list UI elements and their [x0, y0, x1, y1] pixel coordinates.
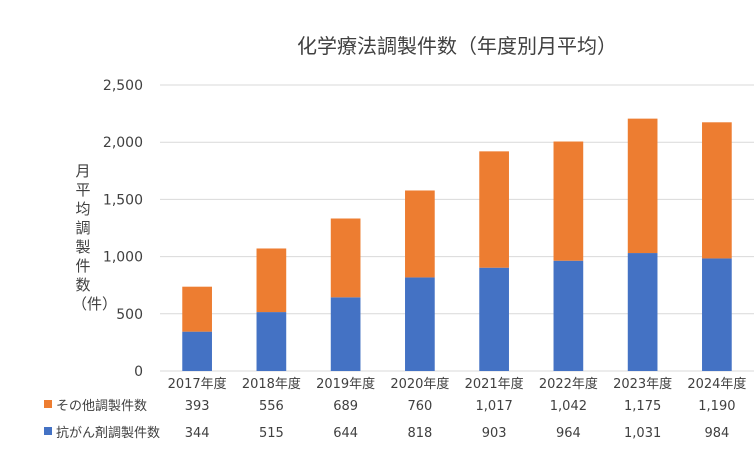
legend-label: その他調製件数 — [56, 399, 147, 414]
x-tick-label: 2024年度 — [687, 376, 746, 392]
x-tick-label: 2020年度 — [390, 376, 449, 392]
x-tick-label: 2021年度 — [465, 376, 524, 392]
data-table: その他調製件数 393 556 689 760 1,017 1,042 1,175 1,190 抗… — [44, 399, 735, 441]
bar-segment — [330, 218, 361, 298]
y-tick-label: 0 — [134, 364, 143, 380]
legend-swatch — [44, 427, 52, 435]
chart-title: 化学療法調製件数（年度別月平均） — [297, 34, 617, 58]
y-axis-ticks: 0 500 1,000 1,500 2,000 2,500 — [103, 78, 143, 380]
data-table-cell: 818 — [407, 426, 432, 441]
data-table-cell: 1,190 — [698, 399, 735, 414]
data-table-cell: 1,017 — [476, 399, 513, 414]
x-tick-label: 2018年度 — [242, 376, 301, 392]
data-table-cell: 760 — [407, 399, 432, 414]
y-tick-label: 1,000 — [103, 250, 143, 266]
bar-segment — [405, 277, 435, 371]
y-tick-label: 1,500 — [103, 192, 143, 208]
bar-segment — [479, 151, 509, 268]
gridlines — [160, 84, 754, 372]
data-table-cell: 644 — [333, 426, 358, 441]
data-table-cell: 344 — [185, 426, 210, 441]
x-tick-label: 2017年度 — [168, 376, 227, 392]
bar-segment — [405, 190, 435, 278]
bar-segment — [182, 286, 212, 332]
bar-segment — [553, 141, 584, 261]
bar-segment — [182, 331, 212, 371]
bars — [182, 118, 732, 371]
legend-swatch — [44, 400, 52, 408]
data-table-cell: 1,175 — [624, 399, 661, 414]
bar-segment — [479, 267, 509, 371]
data-table-cell: 984 — [704, 426, 729, 441]
data-table-cell: 1,031 — [624, 426, 661, 441]
bar-segment — [702, 122, 732, 259]
x-tick-label: 2022年度 — [539, 376, 598, 392]
y-tick-label: 500 — [116, 307, 143, 323]
legend-label: 抗がん剤調製件数 — [56, 425, 160, 441]
data-table-cell: 1,042 — [550, 399, 587, 414]
data-table-cell: 515 — [259, 426, 284, 441]
x-tick-label: 2019年度 — [316, 376, 375, 392]
y-tick-label: 2,500 — [103, 78, 143, 94]
bar-segment — [256, 312, 287, 371]
bar-segment — [256, 248, 287, 313]
bar-segment — [702, 258, 732, 371]
bar-segment — [330, 297, 361, 371]
bar-segment — [627, 253, 658, 371]
x-axis-ticks: 2017年度 2018年度 2019年度 2020年度 2021年度 2022年度 2023… — [168, 376, 747, 392]
data-table-cell: 964 — [556, 426, 581, 441]
data-table-cell: 903 — [482, 426, 507, 441]
y-tick-label: 2,000 — [103, 135, 143, 151]
data-table-cell: 689 — [333, 399, 358, 414]
data-table-cell: 393 — [185, 399, 210, 414]
data-table-cell: 556 — [259, 399, 284, 414]
bar-segment — [553, 260, 584, 371]
x-tick-label: 2023年度 — [613, 376, 672, 392]
bar-segment — [627, 118, 658, 254]
